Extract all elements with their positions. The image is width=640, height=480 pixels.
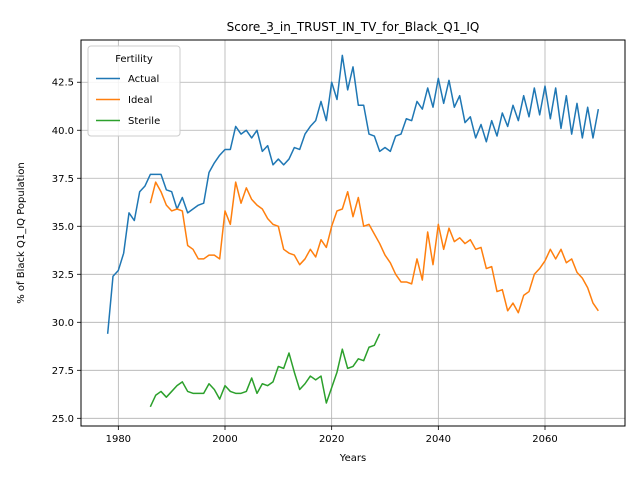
axis-ticks: 1980 2000 2020 2040 2060 25.0 27.5 30.0 32.5 35.0… — [52, 78, 558, 445]
y-tick-label: 40.0 — [52, 126, 74, 137]
y-tick-label: 30.0 — [52, 318, 74, 329]
series-lines — [106, 54, 600, 408]
y-tick-label: 42.5 — [52, 78, 74, 89]
legend-label-sterile: Sterile — [128, 116, 160, 127]
series-line-actual — [106, 54, 600, 334]
x-tick-label: 2060 — [532, 434, 557, 445]
y-tick-label: 32.5 — [52, 270, 74, 281]
plot-frame — [80, 39, 626, 427]
grid — [81, 40, 625, 426]
legend-box — [87, 45, 181, 137]
legend: Fertility Actual Ideal Sterile — [87, 45, 181, 137]
y-tick-label: 25.0 — [52, 414, 74, 425]
x-tick-label: 1980 — [106, 434, 131, 445]
legend-label-ideal: Ideal — [128, 95, 152, 106]
chart-title: Score_3_in_TRUST_IN_TV_for_Black_Q1_IQ — [227, 20, 480, 34]
legend-title: Fertility — [115, 54, 153, 65]
y-tick-label: 37.5 — [52, 174, 74, 185]
y-axis-label: % of Black Q1_IQ Population — [16, 162, 27, 304]
series-line-ideal — [149, 181, 599, 314]
legend-label-actual: Actual — [128, 74, 159, 85]
x-tick-label: 2020 — [319, 434, 344, 445]
y-tick-label: 27.5 — [52, 366, 74, 377]
x-tick-label: 2000 — [212, 434, 237, 445]
x-tick-label: 2040 — [426, 434, 451, 445]
y-tick-label: 35.0 — [52, 222, 74, 233]
x-axis-label: Years — [339, 453, 366, 464]
series-line-sterile — [149, 333, 381, 408]
